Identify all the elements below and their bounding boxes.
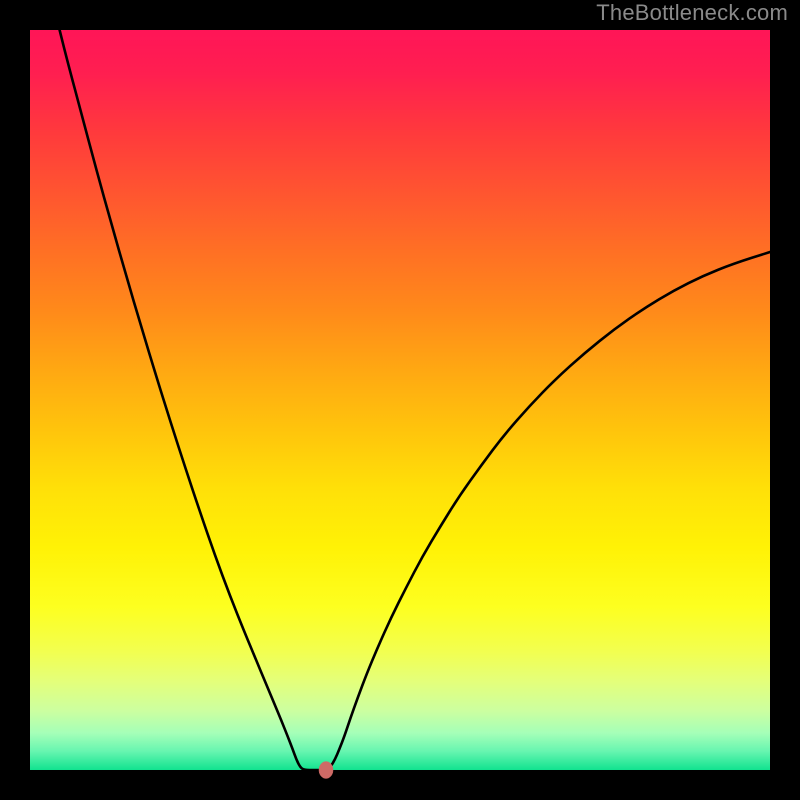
bottleneck-chart xyxy=(0,0,800,800)
plot-background xyxy=(30,30,770,770)
optimum-marker xyxy=(319,762,333,779)
chart-frame: { "watermark": { "text": "TheBottleneck.… xyxy=(0,0,800,800)
